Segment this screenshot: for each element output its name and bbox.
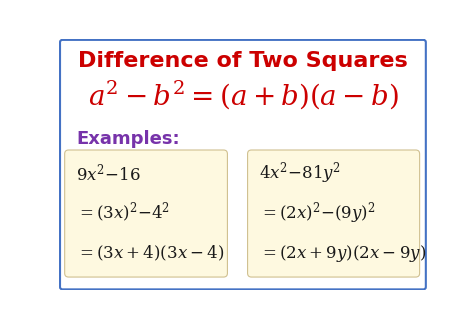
FancyBboxPatch shape [247,150,419,277]
FancyBboxPatch shape [64,150,228,277]
Text: Examples:: Examples: [76,130,180,148]
Text: $4x^2 {-}81y^2$: $4x^2 {-}81y^2$ [259,160,341,186]
Text: $=(3x+4)(3x-4)$: $=(3x+4)(3x-4)$ [76,244,225,263]
Text: $9x^2 {-}16$: $9x^2 {-}16$ [76,162,141,184]
FancyBboxPatch shape [60,40,426,289]
Text: $=(2x+9y)(2x-9y)$: $=(2x+9y)(2x-9y)$ [259,243,426,264]
Text: $=(2x)^2 {-}(9y)^2$: $=(2x)^2 {-}(9y)^2$ [259,200,375,226]
Text: $a^2-b^2=(a+b)(a-b)$: $a^2-b^2=(a+b)(a-b)$ [88,78,398,111]
Text: $=(3x)^2 {-} 4^2$: $=(3x)^2 {-} 4^2$ [76,201,170,225]
Text: Difference of Two Squares: Difference of Two Squares [78,51,408,71]
